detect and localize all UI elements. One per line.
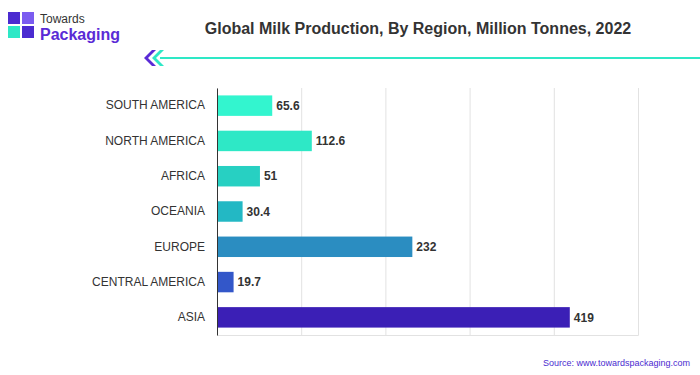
category-label: CENTRAL AMERICA (92, 275, 205, 289)
data-label: 112.6 (316, 134, 346, 148)
category-label: ASIA (178, 310, 205, 324)
chart: TowardsPackaging Global Milk Production, … (0, 0, 700, 375)
logo-icon (8, 12, 20, 24)
data-label: 65.6 (276, 99, 300, 113)
x-tick (638, 88, 639, 335)
grid-line (385, 88, 386, 335)
bar (217, 95, 272, 115)
x-tick (301, 88, 302, 335)
bar (217, 307, 570, 327)
data-label: 51 (264, 169, 278, 183)
y-tick: AFRICA (161, 169, 217, 183)
y-tick: CENTRAL AMERICA (92, 275, 217, 289)
category-label: NORTH AMERICA (105, 134, 205, 148)
x-tick (470, 88, 471, 335)
data-label: 232 (416, 240, 436, 254)
title: Global Milk Production, By Region, Milli… (205, 20, 632, 37)
plot: SOUTH AMERICA NORTH AMERICA AFRICA OCEANIA E… (92, 88, 638, 336)
category-label: EUROPE (154, 240, 205, 254)
logo-text: Packaging (40, 26, 120, 43)
data-label: 419 (574, 311, 594, 325)
bar (217, 131, 312, 151)
logo: TowardsPackaging (8, 12, 120, 43)
data-labels: 65.6 112.6 51 30.4 232 19.7 419 (238, 99, 595, 325)
data-label: 19.7 (238, 275, 262, 289)
category-label: OCEANIA (151, 204, 205, 218)
bar (217, 272, 234, 292)
bar (217, 166, 260, 186)
grid-line (554, 88, 555, 335)
bar (217, 201, 243, 221)
x-tick (217, 88, 218, 335)
grid-line (301, 88, 302, 335)
y-tick: SOUTH AMERICA (106, 98, 217, 112)
y-tick: OCEANIA (151, 204, 217, 218)
logo-icon (22, 26, 34, 38)
grid-line (470, 88, 471, 335)
category-label: SOUTH AMERICA (106, 98, 205, 112)
source: Source: www.towardspackaging.com (543, 358, 690, 368)
y-tick: NORTH AMERICA (105, 134, 217, 148)
logo-icon (8, 26, 20, 38)
x-tick (385, 88, 386, 335)
x-axis-line (218, 88, 639, 336)
x-tick (554, 88, 555, 335)
header-rule (160, 57, 700, 59)
y-tick: EUROPE (154, 240, 217, 254)
y-axis: SOUTH AMERICA NORTH AMERICA AFRICA OCEANIA E… (92, 89, 217, 336)
y-axis-line (217, 89, 218, 336)
category-label: AFRICA (161, 169, 205, 183)
grid-line (638, 88, 639, 335)
grid-line (217, 88, 218, 335)
bar (217, 237, 412, 257)
logo-text: Towards (40, 12, 85, 26)
logo-icon (22, 12, 34, 24)
header-chevron (152, 50, 164, 66)
x-axis (218, 88, 639, 336)
data-label: 30.4 (247, 205, 271, 219)
y-tick: ASIA (178, 310, 217, 324)
bars (217, 95, 570, 327)
